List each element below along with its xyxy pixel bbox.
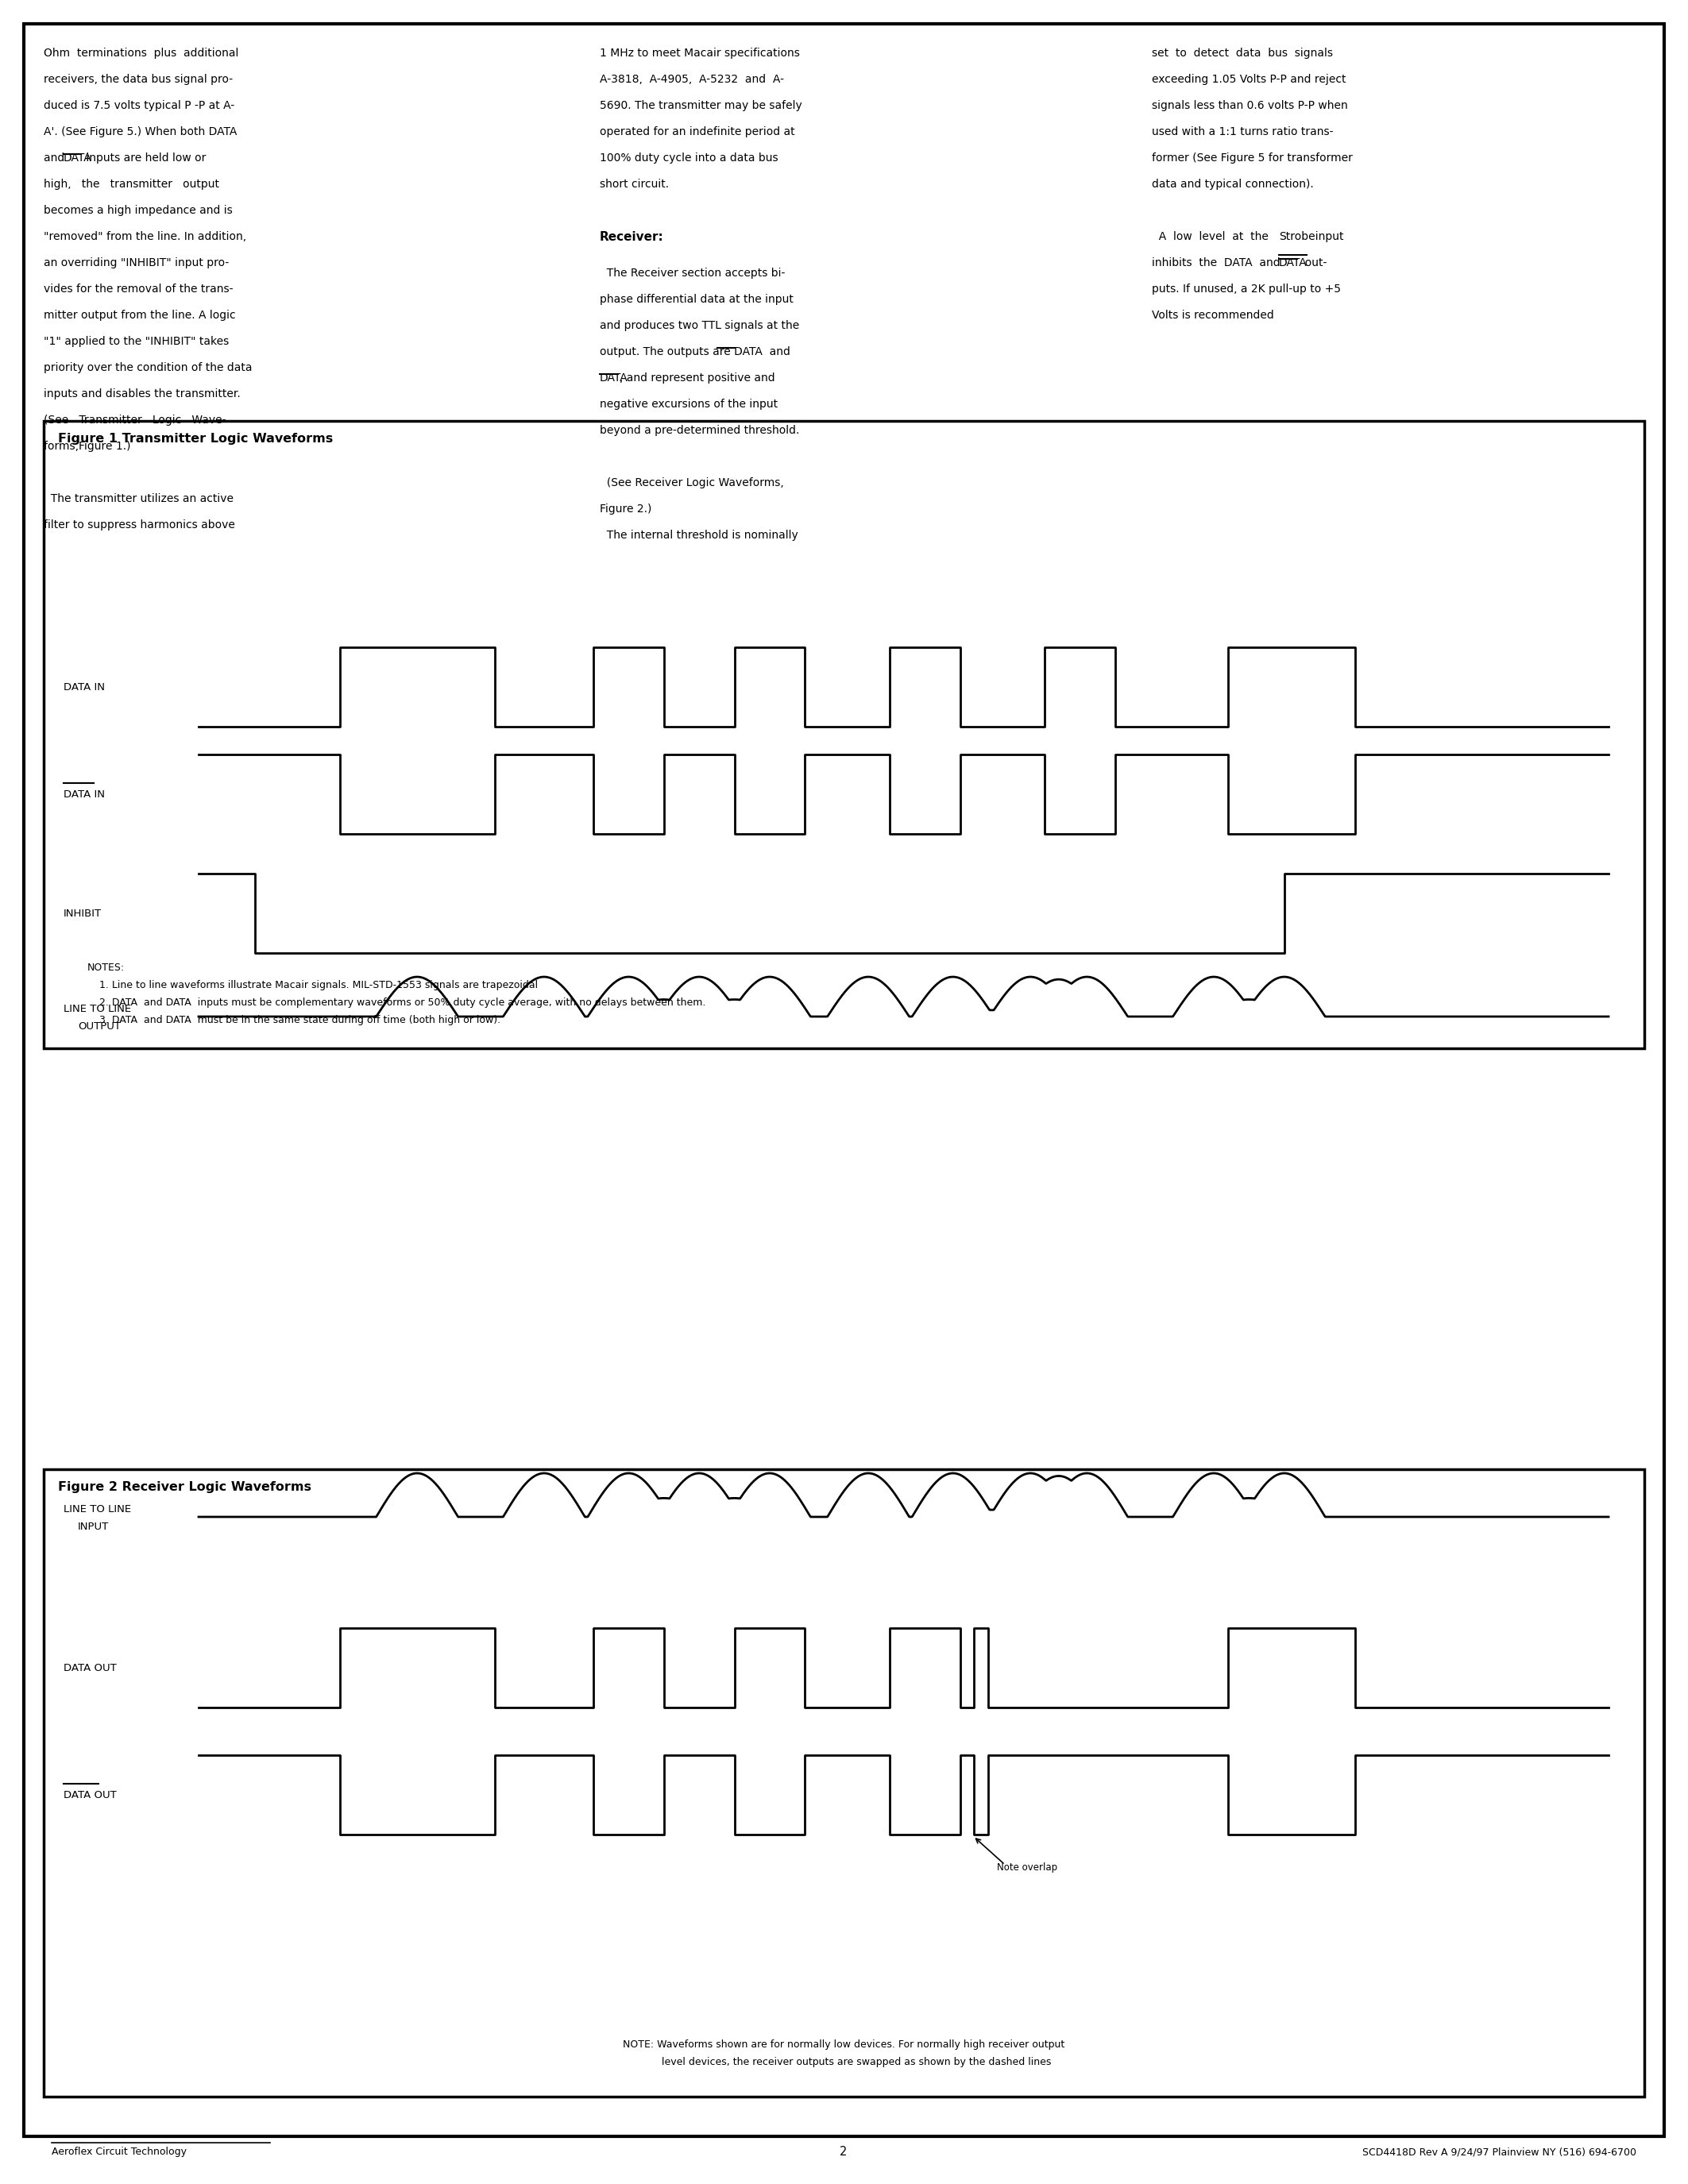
- Bar: [44, 1470, 1644, 2097]
- Text: DATA: DATA: [599, 373, 628, 384]
- Text: NOTES:: NOTES:: [88, 963, 125, 972]
- Text: becomes a high impedance and is: becomes a high impedance and is: [44, 205, 233, 216]
- Text: forms,Figure 1.): forms,Figure 1.): [44, 441, 130, 452]
- Text: puts. If unused, a 2K pull-up to +5: puts. If unused, a 2K pull-up to +5: [1151, 284, 1340, 295]
- Text: DATA OUT: DATA OUT: [64, 1789, 116, 1800]
- Text: output. The outputs are DATA  and: output. The outputs are DATA and: [599, 347, 790, 358]
- Text: duced is 7.5 volts typical P -P at A-: duced is 7.5 volts typical P -P at A-: [44, 100, 235, 111]
- Text: Volts is recommended: Volts is recommended: [1151, 310, 1274, 321]
- Text: inputs are held low or: inputs are held low or: [83, 153, 206, 164]
- Text: out-: out-: [1298, 258, 1327, 269]
- Text: beyond a pre-determined threshold.: beyond a pre-determined threshold.: [599, 426, 800, 437]
- Text: (See   Transmitter   Logic   Wave-: (See Transmitter Logic Wave-: [44, 415, 226, 426]
- Text: LINE TO LINE: LINE TO LINE: [64, 1002, 132, 1013]
- Text: Ohm  terminations  plus  additional: Ohm terminations plus additional: [44, 48, 238, 59]
- Text: 100% duty cycle into a data bus: 100% duty cycle into a data bus: [599, 153, 778, 164]
- Text: data and typical connection).: data and typical connection).: [1151, 179, 1313, 190]
- Text: vides for the removal of the trans-: vides for the removal of the trans-: [44, 284, 233, 295]
- Text: DATA IN: DATA IN: [64, 788, 105, 799]
- Text: A-3818,  A-4905,  A-5232  and  A-: A-3818, A-4905, A-5232 and A-: [599, 74, 783, 85]
- Text: A'. (See Figure 5.) When both DATA: A'. (See Figure 5.) When both DATA: [44, 127, 236, 138]
- Text: used with a 1:1 turns ratio trans-: used with a 1:1 turns ratio trans-: [1151, 127, 1334, 138]
- Text: Figure 2 Receiver Logic Waveforms: Figure 2 Receiver Logic Waveforms: [57, 1481, 311, 1494]
- Text: inputs and disables the transmitter.: inputs and disables the transmitter.: [44, 389, 240, 400]
- Text: filter to suppress harmonics above: filter to suppress harmonics above: [44, 520, 235, 531]
- Text: LINE TO LINE: LINE TO LINE: [64, 1505, 132, 1514]
- Text: short circuit.: short circuit.: [599, 179, 668, 190]
- Text: DATA: DATA: [1280, 258, 1307, 269]
- Text: 1 MHz to meet Macair specifications: 1 MHz to meet Macair specifications: [599, 48, 800, 59]
- Text: The transmitter utilizes an active: The transmitter utilizes an active: [44, 494, 233, 505]
- Text: exceeding 1.05 Volts P-P and reject: exceeding 1.05 Volts P-P and reject: [1151, 74, 1345, 85]
- Text: DATA IN: DATA IN: [64, 681, 105, 692]
- Text: priority over the condition of the data: priority over the condition of the data: [44, 363, 252, 373]
- Text: 2: 2: [841, 2147, 847, 2158]
- Text: 1. Line to line waveforms illustrate Macair signals. MIL-STD-1553 signals are tr: 1. Line to line waveforms illustrate Mac…: [100, 981, 538, 989]
- Text: Receiver:: Receiver:: [599, 232, 663, 242]
- Text: OUTPUT: OUTPUT: [78, 1020, 122, 1031]
- Text: former (See Figure 5 for transformer: former (See Figure 5 for transformer: [1151, 153, 1352, 164]
- Text: Aeroflex Circuit Technology: Aeroflex Circuit Technology: [52, 2147, 187, 2158]
- Text: INPUT: INPUT: [78, 1522, 110, 1531]
- Text: Figure 2.): Figure 2.): [599, 505, 652, 515]
- Text: , and represent positive and: , and represent positive and: [619, 373, 775, 384]
- Text: inhibits  the  DATA  and: inhibits the DATA and: [1151, 258, 1288, 269]
- Text: and produces two TTL signals at the: and produces two TTL signals at the: [599, 321, 800, 332]
- Text: high,   the   transmitter   output: high, the transmitter output: [44, 179, 219, 190]
- Text: 2. DATA  and DATA  inputs must be complementary waveforms or 50% duty cycle aver: 2. DATA and DATA inputs must be compleme…: [100, 998, 706, 1007]
- Text: 5690. The transmitter may be safely: 5690. The transmitter may be safely: [599, 100, 802, 111]
- Text: negative excursions of the input: negative excursions of the input: [599, 400, 778, 411]
- Text: DATA OUT: DATA OUT: [64, 1662, 116, 1673]
- Text: input: input: [1308, 232, 1344, 242]
- Text: phase differential data at the input: phase differential data at the input: [599, 295, 793, 306]
- Text: The Receiver section accepts bi-: The Receiver section accepts bi-: [599, 269, 785, 280]
- Text: and: and: [44, 153, 68, 164]
- Text: Note overlap: Note overlap: [998, 1863, 1057, 1872]
- Text: operated for an indefinite period at: operated for an indefinite period at: [599, 127, 795, 138]
- Text: Strobe: Strobe: [1280, 232, 1315, 242]
- Text: The internal threshold is nominally: The internal threshold is nominally: [599, 531, 798, 542]
- Text: DATA: DATA: [62, 153, 91, 164]
- Text: A  low  level  at  the: A low level at the: [1151, 232, 1276, 242]
- Text: SCD4418D Rev A 9/24/97 Plainview NY (516) 694-6700: SCD4418D Rev A 9/24/97 Plainview NY (516…: [1362, 2147, 1636, 2158]
- Text: an overriding "INHIBIT" input pro-: an overriding "INHIBIT" input pro-: [44, 258, 230, 269]
- Bar: [44, 422, 1644, 1048]
- Text: (See Receiver Logic Waveforms,: (See Receiver Logic Waveforms,: [599, 478, 783, 489]
- Text: "removed" from the line. In addition,: "removed" from the line. In addition,: [44, 232, 246, 242]
- Text: receivers, the data bus signal pro-: receivers, the data bus signal pro-: [44, 74, 233, 85]
- Text: level devices, the receiver outputs are swapped as shown by the dashed lines: level devices, the receiver outputs are …: [636, 2057, 1052, 2068]
- Text: 3. DATA  and DATA  must be in the same state during off time (both high or low).: 3. DATA and DATA must be in the same sta…: [100, 1016, 501, 1024]
- Text: NOTE: Waveforms shown are for normally low devices. For normally high receiver o: NOTE: Waveforms shown are for normally l…: [623, 2040, 1065, 2051]
- Text: mitter output from the line. A logic: mitter output from the line. A logic: [44, 310, 236, 321]
- Text: signals less than 0.6 volts P-P when: signals less than 0.6 volts P-P when: [1151, 100, 1347, 111]
- Text: Figure 1 Transmitter Logic Waveforms: Figure 1 Transmitter Logic Waveforms: [57, 432, 333, 446]
- Text: INHIBIT: INHIBIT: [64, 909, 101, 919]
- Text: "1" applied to the "INHIBIT" takes: "1" applied to the "INHIBIT" takes: [44, 336, 230, 347]
- Text: set  to  detect  data  bus  signals: set to detect data bus signals: [1151, 48, 1334, 59]
